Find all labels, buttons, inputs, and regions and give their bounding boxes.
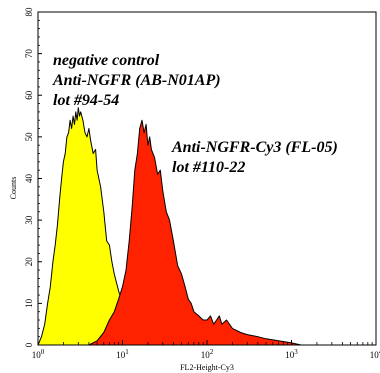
y-tick-label: 80: [24, 7, 34, 17]
annotation-anti-ngfr-cy3: Anti-NGFR-Cy3 (FL-05) lot #110-22: [171, 139, 342, 176]
y-tick-label: 70: [24, 49, 34, 59]
annotation-stained-line-2: lot #110-22: [172, 159, 245, 176]
x-tick-label: 100: [32, 348, 45, 360]
y-axis-title: Counts: [9, 177, 18, 200]
y-tick-label: 20: [24, 257, 34, 267]
annotation-negative-line-3: lot #94-54: [53, 92, 119, 109]
x-tick-label: 103: [285, 348, 298, 360]
x-tick-label: 102: [201, 348, 214, 360]
x-tick-label: 104: [370, 348, 380, 360]
x-tick-label: 101: [116, 348, 129, 360]
series-layer: [37, 107, 302, 346]
y-tick-label: 50: [24, 132, 34, 142]
y-tick-label: 40: [24, 174, 34, 184]
annotation-negative-line-1: negative control: [53, 52, 160, 69]
y-tick-label: 60: [24, 90, 34, 100]
annotation-stained-line-1: Anti-NGFR-Cy3 (FL-05): [171, 139, 338, 156]
y-axis-ticks: 0 10 20 30 40 50 60 70 80: [24, 7, 42, 347]
annotation-negative-control: negative control Anti-NGFR (AB-N01AP) lo…: [52, 52, 225, 109]
y-tick-label: 0: [24, 342, 34, 347]
x-axis-ticks: 100 101 102 103 104: [32, 340, 380, 360]
y-tick-label: 10: [24, 298, 34, 308]
anti-ngfr-cy3-histogram: [88, 119, 302, 346]
y-tick-label: 30: [24, 215, 34, 225]
x-axis-title: FL2-Height-Cy3: [180, 363, 234, 372]
annotation-negative-line-2: Anti-NGFR (AB-N01AP): [52, 72, 221, 89]
